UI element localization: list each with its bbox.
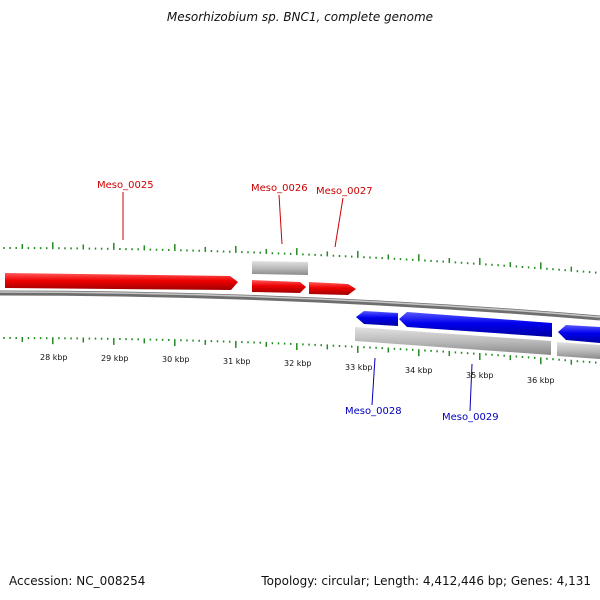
callout-line-meso-0027 (334, 197, 344, 248)
accession-text: Accession: NC_008254 (9, 574, 146, 588)
gene-label-meso-0027[interactable]: Meso_0027 (316, 186, 373, 197)
gene-label-meso-0025[interactable]: Meso_0025 (97, 180, 154, 191)
gene-meso-0027-arrow[interactable] (309, 282, 356, 295)
gray-feature-lower-1 (355, 327, 551, 355)
gray-feature-lower-2 (557, 342, 600, 359)
scale-label-31kbp: 31 kbp (223, 357, 251, 366)
scale-label-36kbp: 36 kbp (527, 376, 555, 385)
gene-meso-0028-arrow[interactable] (356, 311, 398, 326)
callout-line-meso-0026 (278, 194, 283, 245)
callout-line-meso-0028 (371, 357, 376, 406)
scale-label-33kbp: 33 kbp (345, 363, 373, 372)
gene-next-reverse-arrow[interactable] (558, 325, 600, 343)
gray-feature-upper (252, 261, 308, 275)
callout-line-meso-0029 (469, 363, 473, 412)
topology-text: Topology: circular; Length: 4,412,446 bp… (261, 574, 591, 588)
gene-meso-0025-arrow[interactable] (5, 273, 238, 290)
gene-label-meso-0028[interactable]: Meso_0028 (345, 406, 402, 417)
genome-title: Mesorhizobium sp. BNC1, complete genome (166, 10, 434, 24)
gene-meso-0026-arrow[interactable] (252, 280, 306, 293)
genome-backbone-highlight (0, 291, 600, 318)
scale-label-32kbp: 32 kbp (284, 359, 312, 368)
scale-label-34kbp: 34 kbp (405, 366, 433, 375)
gene-meso-0029-arrow[interactable] (399, 312, 552, 337)
upper-tick-marks (3, 242, 597, 274)
scale-label-35kbp: 35 kbp (466, 371, 494, 380)
lower-tick-marks (3, 337, 597, 365)
genome-backbone (0, 290, 600, 321)
scale-label-28kbp: 28 kbp (40, 353, 68, 362)
scale-label-29kbp: 29 kbp (101, 354, 129, 363)
scale-label-30kbp: 30 kbp (162, 355, 190, 364)
gene-label-meso-0026[interactable]: Meso_0026 (251, 183, 308, 194)
gene-label-meso-0029[interactable]: Meso_0029 (442, 412, 499, 423)
